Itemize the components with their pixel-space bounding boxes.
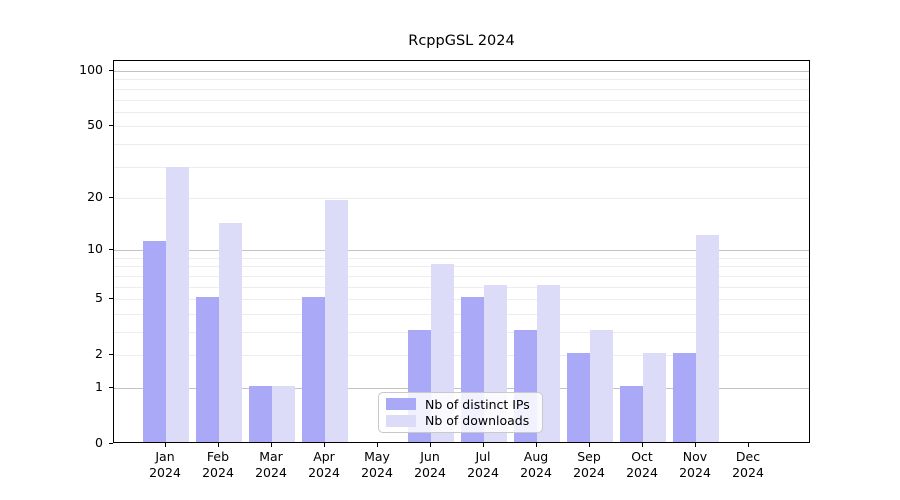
- x-tick-feb: [218, 443, 219, 447]
- x-tick-label-apr: Apr 2024: [308, 449, 340, 480]
- legend-label-distinct-ips: Nb of distinct IPs: [425, 396, 530, 412]
- x-tick-jan: [165, 443, 166, 447]
- bar-downloads-jan: [166, 167, 189, 442]
- bar-distinct-ips-jan: [143, 241, 166, 442]
- x-tick-label-nov: Nov 2024: [679, 449, 711, 480]
- x-tick-label-jun: Jun 2024: [414, 449, 446, 480]
- y-tick-label-100: 100: [79, 62, 103, 77]
- y-tick-100: [109, 70, 113, 71]
- y-tick-label-5: 5: [95, 290, 103, 306]
- gridline-minor-8: [114, 266, 809, 268]
- gridline-minor-60: [114, 111, 809, 113]
- x-tick-label-jan: Jan 2024: [149, 449, 181, 480]
- x-tick-oct: [642, 443, 643, 447]
- y-tick-2: [109, 354, 113, 356]
- bar-distinct-ips-sep: [567, 353, 590, 442]
- gridline-minor-50: [114, 126, 809, 128]
- bar-downloads-apr: [325, 199, 348, 442]
- y-tick-10: [109, 249, 113, 251]
- x-tick-mar: [271, 443, 272, 447]
- legend-swatch-distinct-ips: [386, 398, 416, 411]
- bar-distinct-ips-nov: [673, 353, 696, 442]
- x-tick-may: [377, 443, 378, 447]
- bar-downloads-feb: [219, 223, 242, 442]
- bar-distinct-ips-mar: [249, 386, 272, 442]
- x-tick-label-jul: Jul 2024: [467, 449, 499, 480]
- x-tick-apr: [324, 443, 325, 447]
- gridline-minor-40: [114, 143, 809, 145]
- plot-area: [113, 60, 810, 443]
- gridline-minor-30: [114, 166, 809, 168]
- y-tick-5: [109, 298, 113, 300]
- y-tick-50: [109, 125, 113, 127]
- gridline-minor-6: [114, 286, 809, 288]
- gridline-minor-80: [114, 88, 809, 90]
- chart-title: RcppGSL 2024: [408, 33, 515, 49]
- gridline-major-10: [114, 250, 809, 252]
- y-tick-label-50: 50: [87, 117, 103, 133]
- x-tick-sep: [589, 443, 590, 447]
- bar-distinct-ips-feb: [196, 297, 219, 442]
- x-tick-jul: [483, 443, 484, 447]
- x-tick-label-aug: Aug 2024: [520, 449, 552, 480]
- x-tick-label-dec: Dec 2024: [732, 449, 764, 480]
- bar-distinct-ips-oct: [620, 386, 643, 442]
- y-tick-0: [109, 443, 113, 444]
- bar-distinct-ips-apr: [302, 297, 325, 442]
- gridline-minor-90: [114, 79, 809, 81]
- x-tick-label-sep: Sep 2024: [573, 449, 605, 480]
- legend-label-downloads: Nb of downloads: [425, 413, 530, 429]
- x-tick-nov: [695, 443, 696, 447]
- bar-downloads-sep: [590, 330, 613, 442]
- y-tick-label-2: 2: [95, 346, 103, 362]
- x-tick-dec: [748, 443, 749, 447]
- y-tick-1: [109, 387, 113, 388]
- legend: Nb of distinct IPs Nb of downloads: [378, 392, 543, 433]
- y-tick-label-20: 20: [87, 188, 103, 204]
- gridline-minor-7: [114, 275, 809, 277]
- x-tick-label-may: May 2024: [361, 449, 393, 480]
- x-tick-jun: [430, 443, 431, 447]
- gridline-minor-9: [114, 257, 809, 259]
- legend-item-downloads: Nb of downloads: [386, 413, 535, 428]
- bar-downloads-oct: [643, 353, 666, 442]
- gridline-minor-70: [114, 99, 809, 101]
- y-tick-label-10: 10: [87, 241, 103, 257]
- gridline-major-100: [114, 71, 809, 72]
- bar-downloads-mar: [272, 386, 295, 442]
- x-tick-aug: [536, 443, 537, 447]
- bar-downloads-nov: [696, 234, 719, 442]
- y-tick-20: [109, 196, 113, 198]
- legend-item-distinct-ips: Nb of distinct IPs: [386, 397, 535, 412]
- y-tick-label-1: 1: [95, 379, 103, 394]
- legend-swatch-downloads: [386, 414, 416, 427]
- x-tick-label-mar: Mar 2024: [255, 449, 287, 480]
- y-tick-label-0: 0: [95, 435, 103, 450]
- x-tick-label-feb: Feb 2024: [202, 449, 234, 480]
- gridline-minor-20: [114, 197, 809, 199]
- x-tick-label-oct: Oct 2024: [626, 449, 658, 480]
